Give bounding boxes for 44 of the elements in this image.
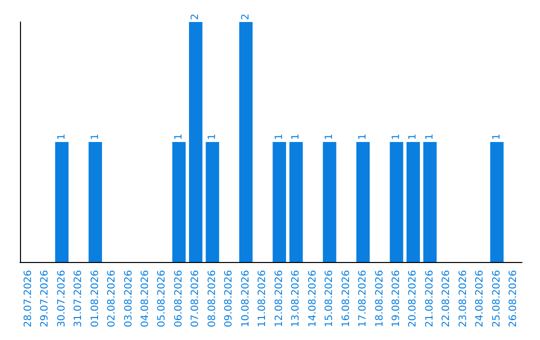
data-label: 1 [206, 134, 218, 140]
data-label: 1 [173, 134, 184, 140]
x-tick-label: 13.08.2026 [290, 270, 302, 328]
x-tick-label: 31.07.2026 [73, 270, 84, 328]
data-label: 1 [324, 134, 336, 140]
x-tick-label: 04.08.2026 [140, 270, 151, 328]
data-label: 1 [290, 134, 302, 140]
data-label: 1 [491, 134, 502, 140]
x-tick-label: 03.08.2026 [123, 270, 134, 328]
x-tick-label: 16.08.2026 [340, 270, 352, 328]
data-label: 1 [408, 134, 419, 140]
x-tick-label: 30.07.2026 [56, 270, 68, 328]
x-tick-label: 17.08.2026 [358, 270, 369, 328]
x-tick-label: 12.08.2026 [274, 270, 285, 328]
x-tick-label: 23.08.2026 [458, 270, 469, 328]
data-label: 1 [391, 134, 402, 140]
x-tick-label: 28.07.2026 [22, 270, 34, 328]
x-tick-label: 22.08.2026 [441, 270, 452, 328]
data-label: 1 [274, 134, 285, 140]
x-tick-label: 18.08.2026 [374, 270, 386, 328]
x-tick-label: 11.08.2026 [257, 270, 268, 328]
x-tick-label: 05.08.2026 [156, 270, 168, 328]
x-tick-label: 02.08.2026 [106, 270, 118, 328]
x-tick-label: 29.07.2026 [40, 270, 51, 328]
x-tick-label: 06.08.2026 [173, 270, 184, 328]
x-tick-label: 01.08.2026 [90, 270, 101, 328]
x-tick-label: 10.08.2026 [240, 270, 252, 328]
data-label: 1 [358, 134, 369, 140]
x-tick-label: 19.08.2026 [391, 270, 402, 328]
data-label: 1 [424, 134, 436, 140]
x-tick-label: 09.08.2026 [224, 270, 235, 328]
x-tick-label: 26.08.2026 [508, 270, 520, 328]
data-label: 2 [190, 14, 202, 20]
x-tick-label: 20.08.2026 [408, 270, 419, 328]
data-label: 1 [56, 134, 68, 140]
data-label: 2 [240, 14, 252, 20]
x-tick-label: 08.08.2026 [206, 270, 218, 328]
data-label: 1 [90, 134, 101, 140]
x-tick-label: 07.08.2026 [190, 270, 202, 328]
x-tick-label: 25.08.2026 [491, 270, 502, 328]
x-tick-label: 14.08.2026 [307, 270, 318, 328]
x-tick-label: 15.08.2026 [324, 270, 336, 328]
x-tick-label: 21.08.2026 [424, 270, 436, 328]
x-tick-label: 24.08.2026 [474, 270, 486, 328]
